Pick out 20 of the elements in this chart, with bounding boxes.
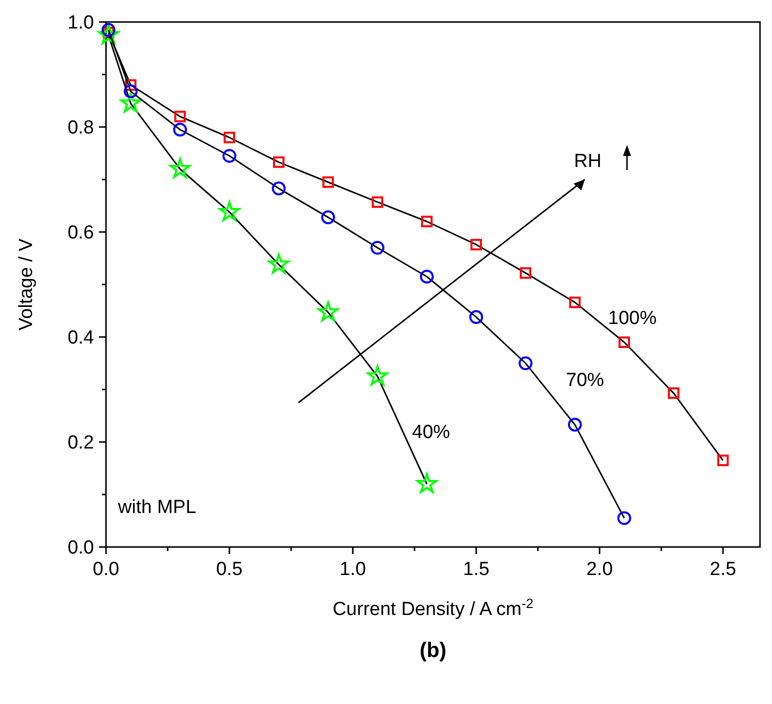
y-tick-label: 0.6: [68, 222, 94, 244]
x-tick-label: 1.5: [462, 559, 490, 580]
x-tick-label: 1.0: [340, 559, 366, 580]
x-tick-label: 2.0: [586, 559, 613, 580]
y-tick-label: 0.0: [68, 538, 94, 559]
annotation: RH: [574, 151, 602, 172]
y-tick-label: 1.0: [68, 12, 94, 34]
annotation: 40%: [412, 422, 450, 443]
text: (b): [420, 639, 446, 662]
annotation: 70%: [566, 370, 604, 391]
x-tick-label: 2.5: [710, 559, 736, 580]
annotation: 100%: [608, 308, 657, 329]
x-tick-label: 0.5: [216, 559, 243, 580]
annotation: with MPL: [117, 497, 196, 518]
x-tick-label: 0.0: [92, 559, 120, 580]
y-tick-label: 0.2: [68, 432, 94, 454]
y-tick-label: 0.8: [68, 118, 94, 139]
y-tick-label: 0.4: [68, 328, 94, 349]
y-axis-title: Voltage / V: [16, 238, 37, 330]
x-axis-title: Current Density / A cm$^{-2}$: [332, 596, 534, 620]
